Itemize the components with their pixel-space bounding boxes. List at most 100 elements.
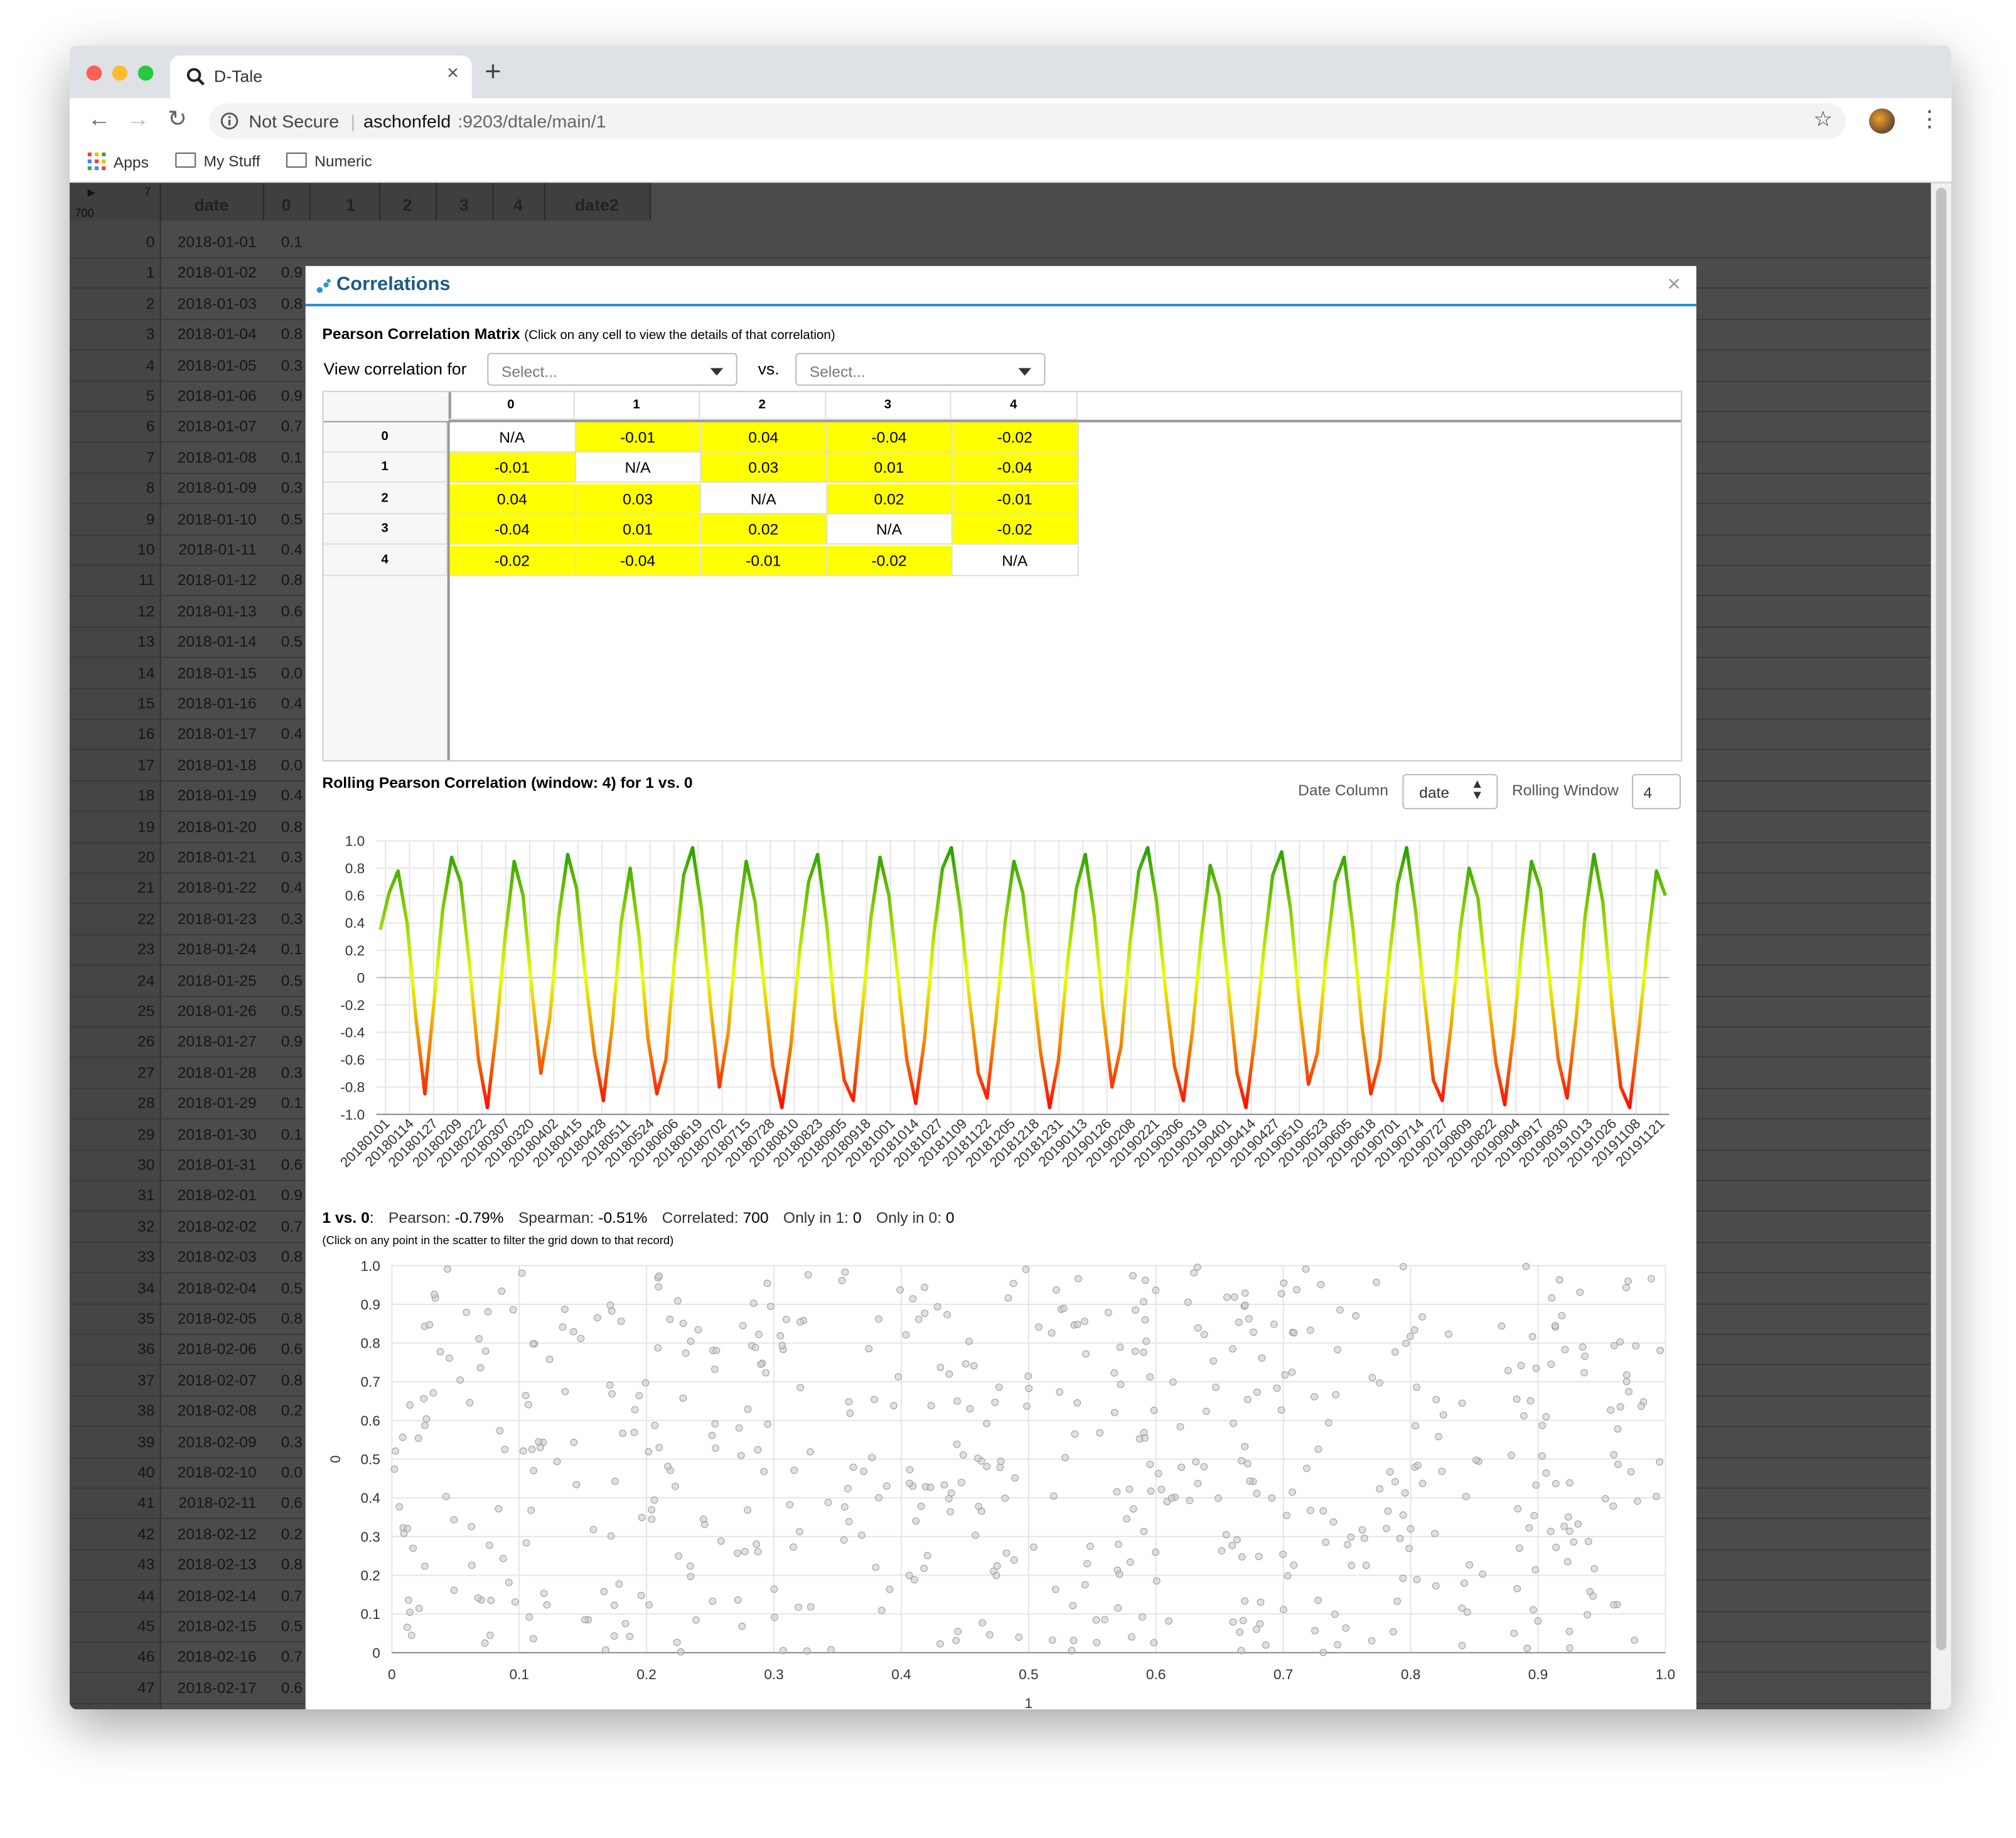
scatter-point[interactable]	[1458, 1642, 1466, 1650]
scatter-point[interactable]	[1407, 1525, 1415, 1533]
scatter-point[interactable]	[1435, 1432, 1442, 1441]
scatter-point[interactable]	[849, 1463, 857, 1471]
scatter-point[interactable]	[522, 1392, 530, 1399]
scatter-point[interactable]	[1071, 1430, 1079, 1438]
scatter-point[interactable]	[1399, 1574, 1407, 1582]
scatter-point[interactable]	[1472, 1456, 1480, 1464]
scatter-point[interactable]	[407, 1631, 416, 1639]
matrix-cell[interactable]: -0.01	[575, 422, 702, 453]
scatter-point[interactable]	[1319, 1648, 1327, 1657]
scatter-point[interactable]	[962, 1360, 970, 1368]
scatter-point[interactable]	[1243, 1459, 1252, 1468]
scatter-point[interactable]	[499, 1555, 507, 1562]
scatter-point[interactable]	[1432, 1395, 1440, 1404]
scatter-point[interactable]	[778, 1341, 786, 1350]
scatter-point[interactable]	[946, 1508, 955, 1515]
scatter-point[interactable]	[776, 1332, 785, 1340]
scatter-point[interactable]	[1306, 1326, 1314, 1334]
scatter-point[interactable]	[1609, 1502, 1617, 1510]
scatter-chart[interactable]: 0 0.1 0.2 0.3 0.4 0.5 0.6 0.7 0.8 0.9 1.0 1.0 0.9 0.8…	[306, 1255, 1697, 1709]
scatter-point[interactable]	[1336, 1306, 1344, 1314]
table-row[interactable]: 0 2018-01-01 0.1	[69, 227, 1931, 259]
scatter-point[interactable]	[1150, 1407, 1158, 1414]
modal-close-icon[interactable]: ×	[1667, 271, 1681, 296]
scatter-point[interactable]	[1024, 1372, 1032, 1380]
scatter-point[interactable]	[754, 1548, 762, 1556]
scatter-point[interactable]	[717, 1537, 725, 1545]
scatter-point[interactable]	[1128, 1633, 1135, 1641]
scatter-point[interactable]	[1331, 1610, 1339, 1618]
scatter-point[interactable]	[626, 1633, 634, 1640]
scatter-point[interactable]	[1555, 1276, 1563, 1284]
scatter-point[interactable]	[997, 1458, 1005, 1465]
scatter-point[interactable]	[753, 1540, 760, 1548]
scatter-point[interactable]	[921, 1309, 929, 1317]
scatter-point[interactable]	[1384, 1507, 1392, 1515]
scatter-point[interactable]	[1140, 1528, 1148, 1535]
scatter-point[interactable]	[1157, 1485, 1166, 1493]
scatter-point[interactable]	[406, 1608, 414, 1616]
scatter-point[interactable]	[1233, 1536, 1241, 1544]
scatter-point[interactable]	[1141, 1276, 1149, 1284]
scatter-point[interactable]	[1368, 1637, 1376, 1645]
scatter-point[interactable]	[915, 1315, 923, 1323]
scatter-point[interactable]	[985, 1631, 994, 1638]
scatter-point[interactable]	[771, 1613, 778, 1621]
scatter-point[interactable]	[1513, 1395, 1521, 1403]
scatter-point[interactable]	[841, 1268, 849, 1276]
scatter-point[interactable]	[1004, 1294, 1012, 1302]
scatter-point[interactable]	[708, 1432, 716, 1439]
scatter-point[interactable]	[779, 1647, 787, 1655]
scatter-point[interactable]	[1068, 1647, 1076, 1655]
scatter-point[interactable]	[529, 1635, 537, 1643]
scatter-point[interactable]	[790, 1466, 798, 1474]
scatter-point[interactable]	[404, 1525, 412, 1532]
scatter-point[interactable]	[737, 1451, 745, 1459]
scatter-point[interactable]	[1530, 1606, 1537, 1614]
scatter-point[interactable]	[735, 1424, 743, 1432]
scatter-point[interactable]	[911, 1576, 918, 1584]
scatter-point[interactable]	[485, 1541, 493, 1549]
scatter-point[interactable]	[1048, 1329, 1056, 1337]
scatter-point[interactable]	[1257, 1598, 1265, 1606]
scatter-point[interactable]	[648, 1515, 656, 1523]
scatter-point[interactable]	[983, 1420, 990, 1427]
scatter-point[interactable]	[767, 1303, 775, 1310]
scatter-point[interactable]	[936, 1640, 944, 1648]
scatter-point[interactable]	[1129, 1272, 1137, 1280]
scatter-point[interactable]	[651, 1421, 658, 1429]
scatter-point[interactable]	[1352, 1312, 1359, 1319]
scatter-point[interactable]	[1140, 1348, 1147, 1356]
scatter-point[interactable]	[1011, 1474, 1019, 1482]
scatter-point[interactable]	[1048, 1636, 1056, 1644]
scatter-point[interactable]	[1563, 1558, 1572, 1566]
scatter-point[interactable]	[1050, 1492, 1058, 1500]
column-header-date2[interactable]: date2	[544, 183, 651, 221]
scatter-point[interactable]	[1407, 1333, 1414, 1340]
scatter-point[interactable]	[664, 1463, 672, 1470]
scatter-point[interactable]	[1589, 1593, 1597, 1600]
scatter-point[interactable]	[606, 1381, 614, 1389]
scatter-point[interactable]	[1081, 1581, 1089, 1589]
scatter-point[interactable]	[953, 1441, 961, 1448]
scatter-point[interactable]	[540, 1589, 548, 1597]
scatter-point[interactable]	[858, 1531, 866, 1539]
scatter-point[interactable]	[1332, 1391, 1340, 1399]
scatter-point[interactable]	[1086, 1542, 1094, 1550]
scatter-point[interactable]	[770, 1585, 778, 1593]
scatter-point[interactable]	[405, 1596, 412, 1604]
scatter-point[interactable]	[1314, 1445, 1322, 1453]
scatter-point[interactable]	[1061, 1454, 1070, 1461]
scatter-point[interactable]	[600, 1588, 608, 1596]
scatter-point[interactable]	[1400, 1263, 1407, 1271]
scatter-point[interactable]	[1051, 1586, 1059, 1593]
scatter-point[interactable]	[1293, 1286, 1300, 1294]
scatter-point[interactable]	[1113, 1488, 1121, 1496]
scatter-point[interactable]	[1228, 1542, 1236, 1549]
scatter-point[interactable]	[602, 1646, 609, 1654]
scatter-point[interactable]	[744, 1405, 752, 1413]
scatter-point[interactable]	[1401, 1489, 1409, 1497]
scatter-point[interactable]	[959, 1451, 967, 1459]
scatter-point[interactable]	[796, 1384, 804, 1392]
scatter-point[interactable]	[615, 1580, 623, 1588]
